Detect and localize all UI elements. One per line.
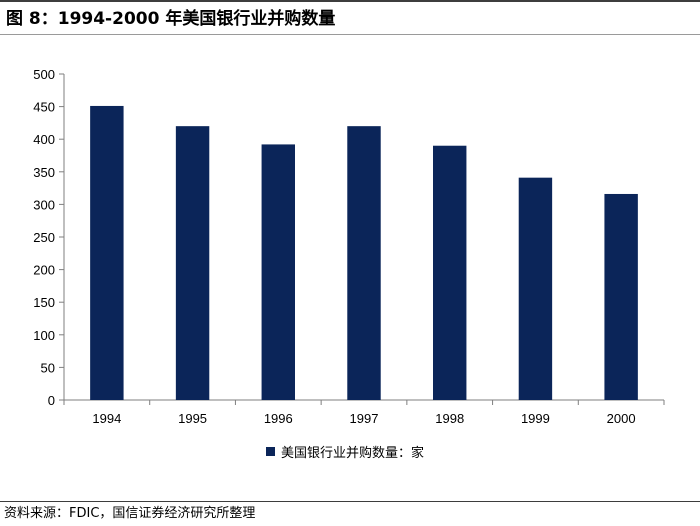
x-tick-label: 1995 <box>178 411 207 426</box>
x-axis: 1994 1995 1996 1997 1998 1999 2000 <box>63 399 665 426</box>
y-tick-label: 200 <box>33 263 55 278</box>
bar <box>604 193 638 400</box>
y-tick-label: 400 <box>33 132 55 147</box>
legend: 美国银行业并购数量：家 <box>266 442 425 461</box>
bar <box>90 105 124 400</box>
x-tick-label: 1999 <box>521 411 550 426</box>
y-tick-label: 100 <box>33 328 55 343</box>
title-rule <box>0 34 700 35</box>
y-tick-label: 0 <box>48 393 55 408</box>
figure-title: 图 8：1994-2000 年美国银行业并购数量 <box>6 9 336 29</box>
y-tick-label: 50 <box>41 360 55 375</box>
bar <box>518 177 553 400</box>
source-rule <box>0 501 700 502</box>
x-tick-label: 1997 <box>350 411 379 426</box>
y-tick-label: 450 <box>33 100 55 115</box>
y-axis: 0 50 100 150 200 250 300 350 400 450 500 <box>33 67 65 408</box>
bars <box>90 105 638 400</box>
x-tick-label: 1994 <box>92 411 121 426</box>
source-note: 资料来源：FDIC，国信证券经济研究所整理 <box>4 506 256 521</box>
legend-swatch <box>266 446 275 456</box>
bar <box>433 145 467 400</box>
y-tick-label: 150 <box>33 295 55 310</box>
x-tick-label: 1998 <box>435 411 464 426</box>
y-tick-label: 300 <box>33 197 55 212</box>
legend-label: 美国银行业并购数量：家 <box>281 445 425 461</box>
x-tick-label: 1996 <box>264 411 293 426</box>
top-rule <box>0 0 700 2</box>
bar <box>175 126 210 400</box>
x-tick-label: 2000 <box>607 411 636 426</box>
y-tick-label: 350 <box>33 165 55 180</box>
bar <box>261 144 295 400</box>
bar <box>347 126 381 400</box>
y-tick-label: 500 <box>33 67 55 82</box>
y-tick-label: 250 <box>33 230 55 245</box>
